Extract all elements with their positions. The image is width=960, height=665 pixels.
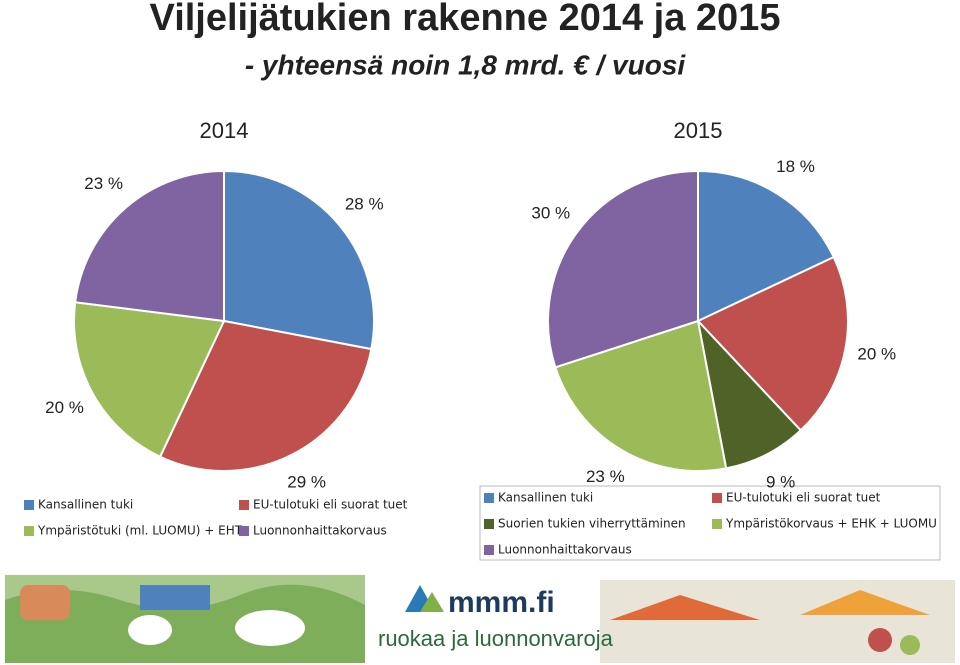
pie-slice <box>696 255 849 432</box>
pie-slice <box>547 169 699 369</box>
legend-swatch <box>484 545 494 555</box>
pie-slice <box>73 301 226 459</box>
value-label: 20 % <box>45 398 84 417</box>
legend-swatch <box>239 500 249 510</box>
legend-label: Luonnonhaittakorvaus <box>253 524 387 538</box>
legend-swatch <box>484 519 494 529</box>
legend-swatch <box>24 526 34 536</box>
slide-title: Viljelijätukien rakenne 2014 ja 2015 <box>150 0 781 39</box>
legend-swatch <box>712 493 722 503</box>
slogan: ruokaa ja luonnonvaroja <box>378 626 614 651</box>
legend-swatch <box>712 519 722 529</box>
chart-title: 2015 <box>674 118 723 143</box>
pie-slice <box>74 169 225 323</box>
pie-slice <box>696 317 803 470</box>
pie-slice <box>697 169 836 323</box>
legend-swatch <box>239 526 249 536</box>
legend-label: Kansallinen tuki <box>498 491 593 505</box>
value-label: 23 % <box>84 174 123 193</box>
pie-slice <box>554 319 728 472</box>
legend-swatch <box>484 493 494 503</box>
slide-subtitle: - yhteensä noin 1,8 mrd. € / vuosi <box>245 49 687 80</box>
value-label: 29 % <box>287 473 326 492</box>
legend-label: Ympäristötuki (ml. LUOMU) + EHT <box>37 524 243 538</box>
value-label: 30 % <box>531 204 570 223</box>
value-label: 23 % <box>586 467 625 486</box>
legend-frame <box>479 485 941 561</box>
value-label: 28 % <box>345 194 384 213</box>
footer-illustration <box>5 575 955 663</box>
legend-label: EU-tulotuki eli suorat tuet <box>726 491 881 505</box>
legend-label: Ympäristökorvaus + EHK + LUOMU <box>725 517 937 531</box>
pie-slice <box>223 169 375 351</box>
logo: mmm.fi <box>448 586 555 619</box>
legend-swatch <box>24 500 34 510</box>
value-label: 9 % <box>766 473 795 492</box>
legend-label: Luonnonhaittakorvaus <box>498 543 632 557</box>
pie-slice <box>158 319 373 472</box>
value-label: 18 % <box>776 157 815 176</box>
value-label: 20 % <box>857 345 896 364</box>
legend-label: Kansallinen tuki <box>38 498 133 512</box>
legend-label: Suorien tukien viherryttäminen <box>498 517 686 531</box>
chart-title: 2014 <box>200 118 249 143</box>
legend-label: EU-tulotuki eli suorat tuet <box>253 498 408 512</box>
